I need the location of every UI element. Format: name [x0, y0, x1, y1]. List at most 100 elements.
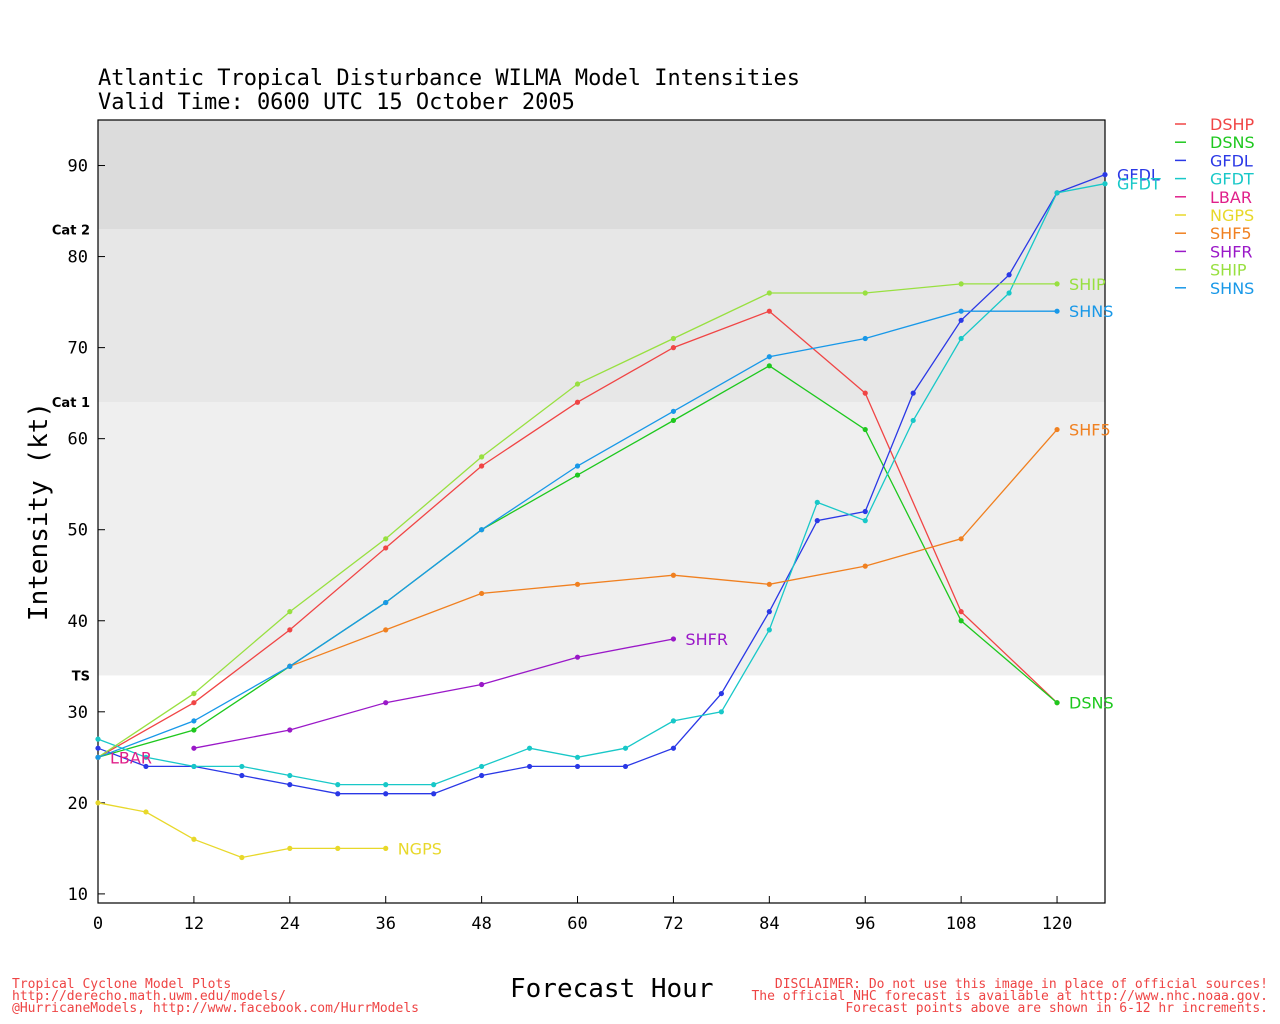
y-tick-label: 30 — [68, 703, 88, 723]
intensity-chart: TS Cat 1 Cat 2 0 12 24 36 48 60 72 84 96 108 120 10 20 3… — [24, 115, 1255, 934]
data-point — [383, 599, 389, 606]
data-point — [766, 290, 772, 296]
band-label: TS — [72, 669, 90, 684]
disclaimer-line-3: Forecast points above are shown in 6-12 … — [845, 1001, 1268, 1016]
data-point — [287, 845, 293, 851]
data-point — [574, 381, 581, 387]
data-point — [670, 636, 677, 642]
x-tick-label: 0 — [93, 914, 103, 934]
data-point — [287, 772, 293, 779]
y-tick-label: 90 — [68, 157, 88, 177]
x-tick-label: 60 — [567, 914, 587, 934]
series-end-label: SHFR — [685, 630, 728, 649]
series-end-label: GFDT — [1117, 175, 1161, 194]
data-point — [1054, 308, 1060, 314]
plot-frame — [97, 119, 1106, 904]
data-point — [287, 782, 293, 788]
chart-title: Atlantic Tropical Disturbance WILMA Mode… — [98, 66, 800, 91]
data-point — [383, 545, 389, 551]
x-tick-label: 36 — [375, 914, 395, 934]
series-end-label: SHIP — [1069, 275, 1106, 294]
legend-label: SHNS — [1210, 279, 1254, 298]
data-point — [574, 472, 581, 478]
intensity-band — [98, 229, 1105, 403]
data-point — [287, 627, 293, 633]
data-point — [191, 727, 197, 733]
data-point — [670, 417, 677, 424]
legend-label: DSNS — [1210, 133, 1255, 152]
legend-label: SHFR — [1210, 242, 1253, 261]
data-point — [191, 745, 197, 751]
series-end-label: DSNS — [1069, 694, 1114, 713]
data-point — [622, 763, 629, 770]
credit-line-2: http://derecho.math.uwm.edu/models/ — [12, 989, 286, 1004]
disclaimer-line-2: The official NHC forecast is available a… — [751, 989, 1268, 1004]
data-point — [766, 581, 772, 587]
data-point — [191, 690, 197, 697]
data-point — [95, 745, 101, 751]
data-point — [670, 745, 677, 751]
y-tick-label: 20 — [68, 794, 88, 814]
series-end-label: SHF5 — [1069, 421, 1111, 440]
y-tick-label: 80 — [68, 248, 88, 268]
x-tick-label: 120 — [1042, 914, 1073, 934]
y-tick-label: 50 — [68, 521, 88, 541]
data-point — [958, 308, 964, 314]
data-point — [958, 618, 964, 624]
credit-line-1: Tropical Cyclone Model Plots — [12, 977, 232, 992]
y-axis-label: Intensity (kt) — [24, 402, 54, 621]
x-tick-label: 24 — [280, 914, 300, 934]
data-point — [766, 609, 772, 615]
data-point — [670, 572, 677, 578]
data-point — [958, 281, 964, 287]
legend-label: GFDL — [1210, 151, 1253, 170]
data-point — [862, 563, 868, 569]
data-point — [814, 499, 820, 505]
chart-subtitle: Valid Time: 0600 UTC 15 October 2005 — [98, 90, 575, 115]
legend-label: SHIP — [1210, 261, 1247, 280]
data-point — [1054, 700, 1060, 706]
intensity-band — [98, 402, 1105, 676]
data-point — [383, 627, 389, 633]
data-point — [862, 335, 868, 342]
y-tick-label: 70 — [68, 339, 88, 359]
data-point — [1054, 281, 1060, 287]
series-end-label: NGPS — [398, 839, 442, 858]
data-point — [479, 772, 485, 779]
data-point — [574, 654, 581, 660]
data-point — [479, 590, 485, 597]
data-point — [718, 690, 724, 697]
legend-label: SHF5 — [1210, 224, 1252, 243]
data-point — [766, 627, 772, 633]
data-point — [479, 463, 485, 469]
series-end-label: GFDL — [1117, 166, 1160, 185]
data-point — [958, 317, 964, 323]
series-end-label: LBAR — [110, 748, 152, 767]
data-point — [143, 809, 149, 815]
data-point — [191, 718, 197, 724]
x-tick-label: 72 — [663, 914, 683, 934]
data-point — [526, 745, 533, 751]
data-point — [1006, 290, 1012, 296]
y-tick-label: 60 — [68, 430, 88, 450]
data-point — [958, 609, 964, 615]
data-point — [191, 763, 197, 770]
data-point — [143, 754, 149, 760]
data-point — [335, 791, 341, 797]
data-point — [335, 845, 341, 851]
data-point — [574, 399, 581, 405]
data-point — [622, 745, 629, 751]
data-point — [239, 854, 245, 861]
data-point — [191, 700, 197, 706]
data-point — [670, 345, 677, 351]
data-point — [718, 709, 724, 715]
data-point — [670, 335, 677, 342]
data-point — [95, 736, 101, 742]
legend-label: GFDT — [1210, 170, 1254, 189]
data-point — [479, 454, 485, 460]
series-line — [193, 638, 674, 749]
intensity-band — [98, 120, 1105, 230]
x-axis-label: Forecast Hour — [510, 974, 714, 1004]
legend-label: LBAR — [1210, 188, 1252, 207]
data-point — [143, 763, 149, 770]
